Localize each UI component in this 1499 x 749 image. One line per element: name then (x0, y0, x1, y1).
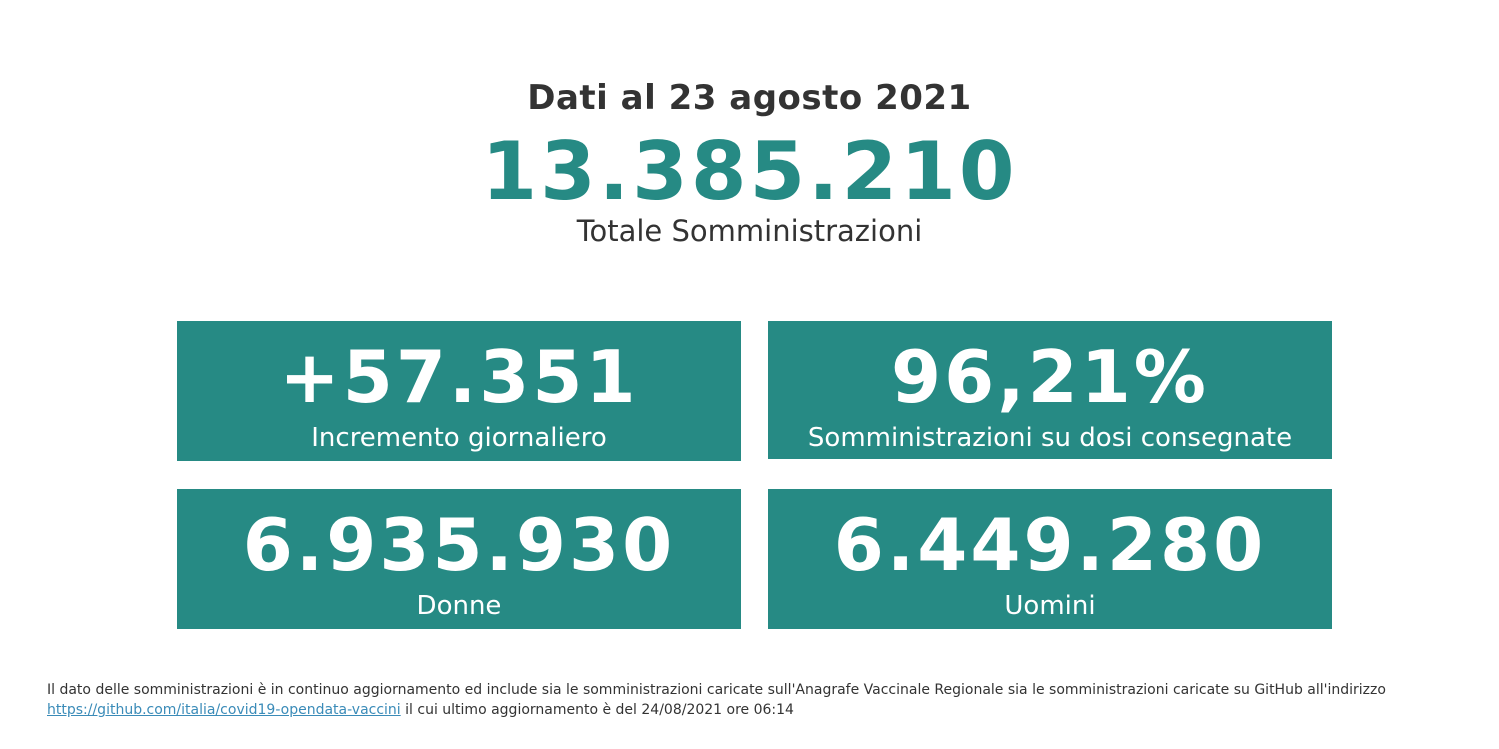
women-card: 6.935.930 Donne (177, 489, 741, 629)
women-label: Donne (416, 591, 502, 621)
doses-ratio-value: 96,21% (891, 335, 1209, 419)
doses-ratio-card: 96,21% Somministrazioni su dosi consegna… (768, 321, 1332, 459)
update-date-heading: Dati al 23 agosto 2021 (527, 78, 972, 118)
footnote-text-start: Il dato delle somministrazioni è in cont… (47, 682, 1386, 698)
footnote-text-end: il cui ultimo aggiornamento è del 24/08/… (400, 702, 794, 718)
daily-increase-value: +57.351 (279, 335, 639, 419)
women-value: 6.935.930 (242, 503, 676, 587)
data-source-footnote: Il dato delle somministrazioni è in cont… (47, 680, 1477, 720)
men-card: 6.449.280 Uomini (768, 489, 1332, 629)
total-administrations-label: Totale Somministrazioni (576, 214, 923, 248)
men-label: Uomini (1004, 591, 1096, 621)
daily-increase-card: +57.351 Incremento giornaliero (177, 321, 741, 461)
doses-ratio-label: Somministrazioni su dosi consegnate (807, 423, 1293, 453)
github-repository-link[interactable]: https://github.com/italia/covid19-openda… (47, 702, 401, 718)
men-value: 6.449.280 (833, 503, 1267, 587)
total-administrations-value: 13.385.210 (481, 125, 1018, 218)
daily-increase-label: Incremento giornaliero (311, 423, 607, 453)
